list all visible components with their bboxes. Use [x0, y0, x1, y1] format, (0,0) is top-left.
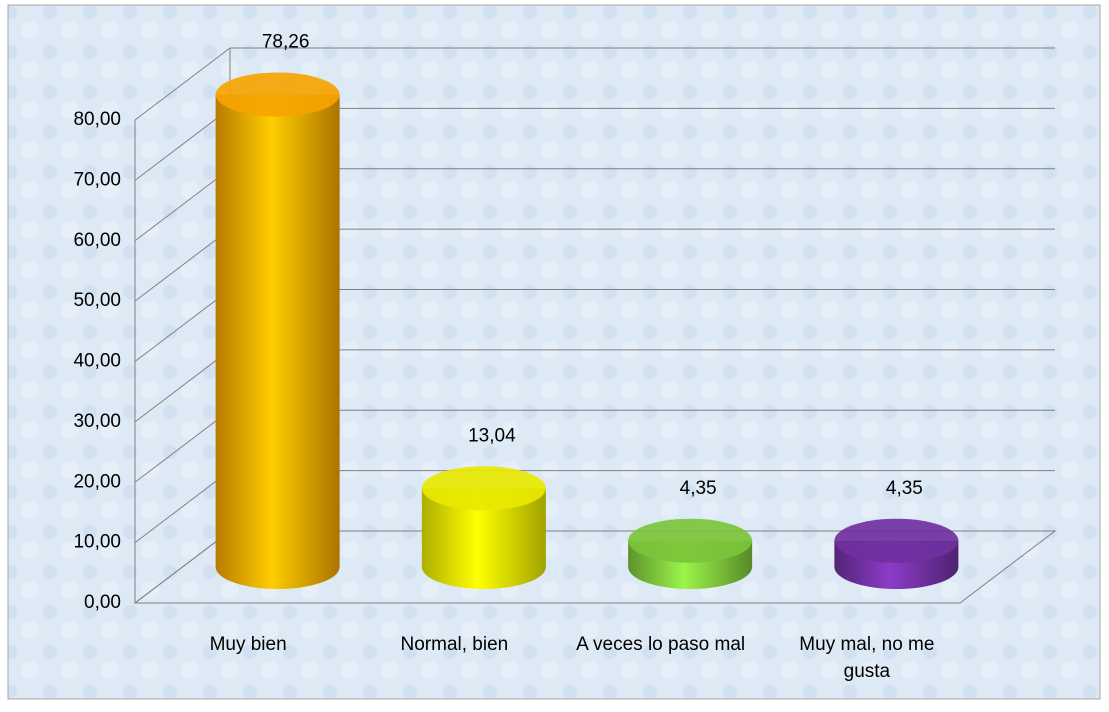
- bar-top: [628, 518, 753, 563]
- bar-body: [421, 488, 546, 589]
- grid-line: [134, 47, 231, 121]
- grid-line: [134, 349, 231, 423]
- x-tick-label: A veces lo paso mal: [576, 634, 746, 655]
- y-tick-label: 60,00: [73, 230, 121, 251]
- bar: [215, 72, 340, 589]
- grid-line: [134, 228, 231, 302]
- y-tick-label: 40,00: [73, 351, 121, 372]
- data-label: 4,35: [886, 478, 923, 499]
- bar-top: [215, 72, 340, 117]
- y-tick-label: 50,00: [73, 290, 121, 311]
- x-tick-label: Normal, bien: [400, 634, 509, 655]
- grid-line: [134, 530, 231, 604]
- y-tick-label: 10,00: [73, 532, 121, 553]
- y-tick-label: 0,00: [84, 592, 121, 613]
- grid-line: [134, 289, 231, 362]
- grid-line: [134, 107, 231, 181]
- data-label: 78,26: [262, 32, 310, 53]
- y-tick-label: 70,00: [73, 169, 121, 190]
- x-tick-label: Muy bien: [209, 634, 287, 655]
- bar: [421, 466, 546, 589]
- bar-top: [421, 466, 546, 511]
- y-tick-label: 80,00: [73, 109, 121, 130]
- chart-area: [7, 4, 1101, 700]
- data-label: 13,04: [468, 425, 516, 446]
- x-tick-label: Muy mal, no me gusta: [799, 634, 935, 682]
- grid-line: [134, 470, 231, 544]
- bar: [628, 518, 753, 589]
- grid-line: [134, 168, 231, 242]
- data-label: 4,35: [680, 478, 717, 499]
- bar-top: [834, 518, 959, 563]
- bar-body: [215, 94, 340, 589]
- bar: [834, 518, 959, 589]
- y-tick-label: 30,00: [73, 411, 121, 432]
- y-tick-label: 20,00: [73, 471, 121, 492]
- grid-line: [134, 409, 231, 483]
